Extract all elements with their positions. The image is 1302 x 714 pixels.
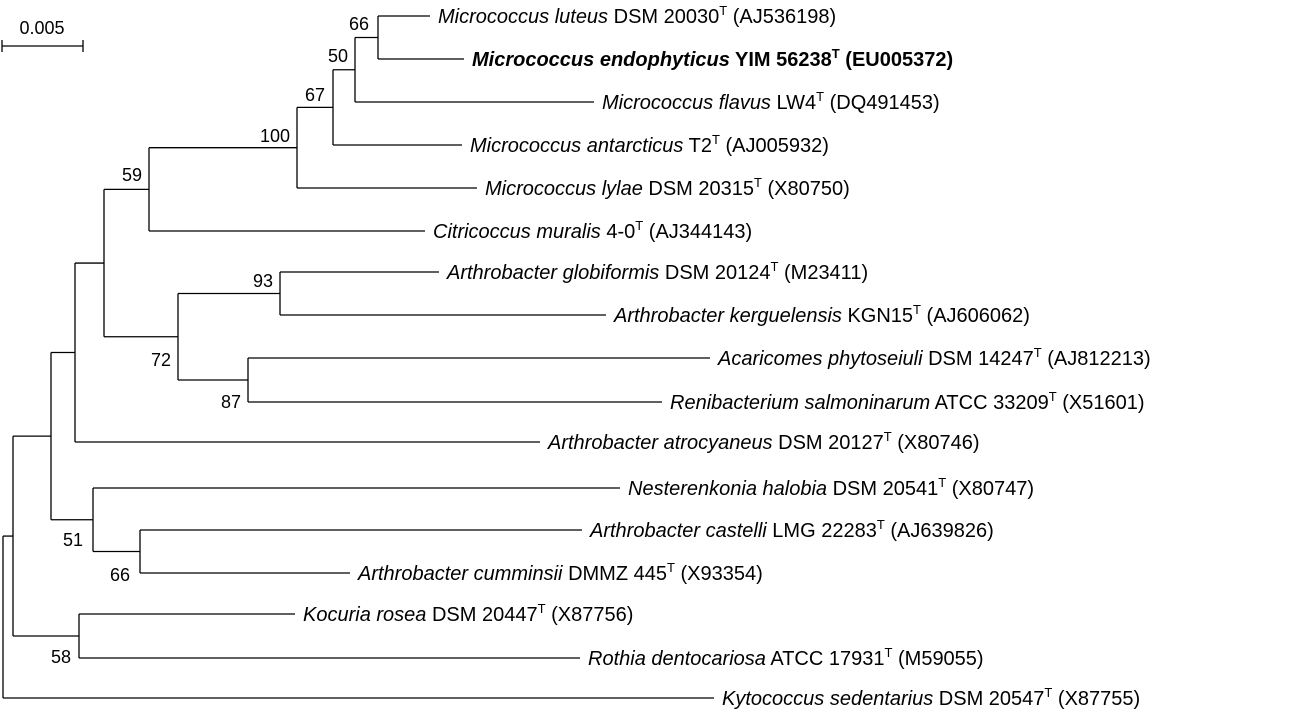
taxon-label-t4: Micrococcus antarcticus T2T (AJ005932) (470, 132, 829, 157)
taxon-label-t2: Micrococcus endophyticus YIM 56238T (EU0… (472, 46, 953, 71)
taxon-labels: Micrococcus luteus DSM 20030T (AJ536198)… (303, 3, 1151, 710)
taxon-label-t13: Arthrobacter castelli LMG 22283T (AJ6398… (589, 517, 994, 542)
taxon-label-t3: Micrococcus flavus LW4T (DQ491453) (602, 89, 940, 114)
bootstrap-n100: 100 (260, 126, 290, 146)
taxon-label-t15: Kocuria rosea DSM 20447T (X87756) (303, 601, 633, 626)
taxon-label-t6: Citricoccus muralis 4-0T (AJ344143) (433, 218, 752, 243)
bootstrap-n87: 87 (221, 392, 241, 412)
taxon-label-t17: Kytococcus sedentarius DSM 20547T (X8775… (722, 685, 1140, 710)
taxon-label-t12: Nesterenkonia halobia DSM 20541T (X80747… (628, 475, 1034, 500)
taxon-label-t5: Micrococcus lylae DSM 20315T (X80750) (485, 175, 850, 200)
scale-bar-label: 0.005 (19, 18, 64, 38)
bootstrap-n50: 50 (328, 46, 348, 66)
bootstrap-n51: 51 (63, 530, 83, 550)
scale-bar: 0.005 (1, 18, 84, 52)
taxon-label-t10: Renibacterium salmoninarum ATCC 33209T (… (670, 389, 1145, 414)
bootstrap-n67: 67 (305, 85, 325, 105)
taxon-label-t14: Arthrobacter cumminsii DMMZ 445T (X93354… (357, 560, 763, 585)
taxon-label-t9: Acaricomes phytoseiuli DSM 14247T (AJ812… (717, 345, 1151, 370)
taxon-label-t16: Rothia dentocariosa ATCC 17931T (M59055) (588, 645, 984, 670)
bootstrap-n66a: 66 (349, 14, 369, 34)
taxon-label-t11: Arthrobacter atrocyaneus DSM 20127T (X80… (547, 429, 980, 454)
tree-branches (2, 15, 714, 699)
taxon-label-t8: Arthrobacter kerguelensis KGN15T (AJ6060… (613, 302, 1030, 327)
bootstrap-n58: 58 (51, 647, 71, 667)
bootstrap-n66b: 66 (110, 565, 130, 585)
bootstrap-n59: 59 (122, 165, 142, 185)
bootstrap-n72: 72 (151, 350, 171, 370)
taxon-label-t7: Arthrobacter globiformis DSM 20124T (M23… (446, 259, 868, 284)
bootstrap-n93: 93 (253, 271, 273, 291)
taxon-label-t1: Micrococcus luteus DSM 20030T (AJ536198) (438, 3, 836, 28)
